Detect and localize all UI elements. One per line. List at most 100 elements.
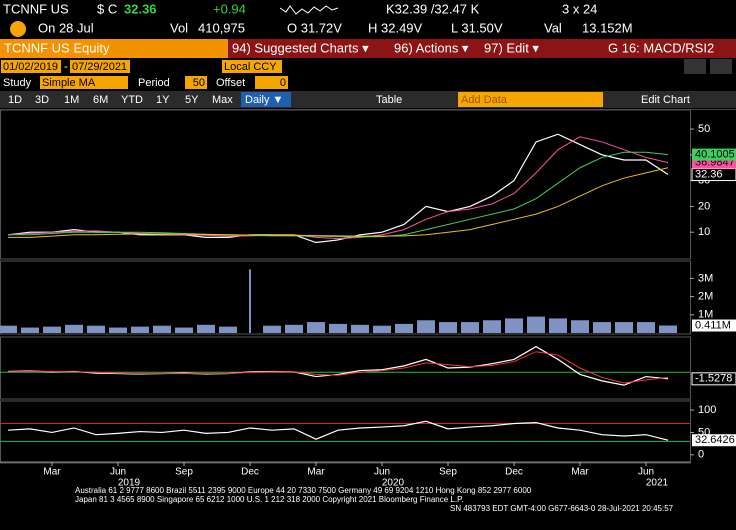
x-tick-label: Mar [571, 467, 589, 478]
year-label: 2021 [646, 478, 669, 489]
volume-bar [527, 316, 545, 333]
series-line [8, 151, 669, 238]
currency-select[interactable]: Local CCY [224, 61, 277, 73]
volume-bar [175, 327, 193, 333]
volume-bar [417, 320, 435, 333]
volume-bar [197, 324, 215, 333]
y-tick-label: 20 [698, 200, 710, 212]
last-value-label: -1.5278 [695, 373, 732, 385]
size: 3 x 24 [562, 1, 597, 16]
input-box[interactable] [1, 60, 61, 73]
y-tick-label: 10 [698, 226, 710, 238]
volume-bar [351, 324, 369, 333]
security: TCNNF US Equity [4, 40, 110, 55]
volume-bar [0, 325, 17, 333]
offset[interactable]: 0 [280, 77, 286, 89]
study-label: Study [3, 77, 32, 89]
volume-bar [637, 322, 655, 333]
y-tick-label: 3M [698, 272, 713, 284]
date: On 28 Jul [38, 20, 94, 35]
volume-bar [373, 325, 391, 333]
year-label: 2020 [382, 478, 405, 489]
volume-bar [593, 322, 611, 333]
date-separator: - [64, 61, 68, 73]
frequency-button[interactable] [241, 92, 291, 107]
sparkline [279, 5, 339, 15]
x-tick-label: Jun [374, 467, 390, 478]
x-tick-label: Mar [307, 467, 325, 478]
volume-bar [249, 269, 251, 333]
add-data[interactable]: Add Data [461, 94, 508, 106]
table-button[interactable]: Table [376, 94, 402, 106]
value: 13.152M [582, 20, 633, 35]
value-box [691, 372, 736, 386]
last-value-label: 32.36 [695, 168, 723, 180]
ticker: TCNNF US [3, 1, 69, 16]
last-value-label: 0.411M [695, 319, 731, 331]
last-value-label: 32.6426 [695, 434, 735, 446]
volume-bar [131, 326, 149, 333]
vol-label: Vol [170, 20, 188, 35]
input-box[interactable] [40, 76, 128, 89]
redo-button[interactable] [710, 59, 732, 74]
year-label: 2019 [118, 478, 141, 489]
panel-border [0, 336, 691, 400]
frequency[interactable]: Daily ▼ [245, 94, 283, 106]
input-box[interactable] [222, 60, 282, 73]
end-date[interactable]: 07/29/2021 [72, 61, 127, 73]
input-box[interactable] [185, 76, 207, 89]
menu[interactable]: 94) Suggested Charts ▾ [232, 40, 369, 55]
footer-line: Australia 61 2 9777 8600 Brazil 5511 239… [75, 486, 532, 495]
volume-bar [329, 323, 347, 333]
range-button[interactable]: 5Y [185, 94, 199, 106]
menu[interactable]: 97) Edit ▾ [484, 40, 539, 55]
footer-line: SN 483793 EDT GMT-4:00 G677-6643-0 28-Ju… [450, 504, 674, 513]
x-tick-label: Sep [175, 467, 193, 478]
status-icon [10, 21, 26, 37]
range-button[interactable]: 6M [93, 94, 108, 106]
range-button[interactable]: 1D [8, 94, 22, 106]
y-tick-label: 100 [698, 404, 716, 416]
volume-bar [153, 325, 171, 333]
volume-bar [571, 320, 589, 333]
start-date[interactable]: 01/02/2019 [3, 61, 58, 73]
menu[interactable]: 96) Actions ▾ [394, 40, 469, 55]
series-line [7, 351, 669, 384]
range-button[interactable]: 3D [35, 94, 49, 106]
volume-bar [307, 322, 325, 333]
range-button[interactable]: 1Y [156, 94, 170, 106]
add-data-box[interactable] [458, 92, 603, 107]
volume-bar [263, 325, 281, 333]
input-box[interactable] [70, 60, 130, 73]
volume-bar [461, 322, 479, 333]
undo-button[interactable] [684, 59, 706, 74]
volume-bar [65, 324, 83, 333]
y-tick-label: 50 [698, 123, 710, 135]
period-label: Period [138, 77, 170, 89]
toolbar [0, 91, 736, 108]
template: G 16: MACD/RSI2 [608, 40, 714, 55]
y-tick-label: 1M [698, 309, 713, 321]
edit-chart[interactable]: Edit Chart [641, 94, 690, 106]
period[interactable]: 50 [193, 77, 205, 89]
input-box[interactable] [255, 76, 288, 89]
study[interactable]: Simple MA [42, 77, 96, 89]
range-button[interactable]: 1M [64, 94, 79, 106]
last-value-label: 40.1005 [695, 148, 735, 160]
bid-ask: K32.39 /32.47 K [386, 1, 480, 16]
panel-border [0, 109, 691, 260]
menu-bar [228, 39, 736, 58]
y-tick-label: 2M [698, 290, 713, 302]
volume-bar [285, 324, 303, 333]
volume-bar [87, 325, 105, 333]
range-button[interactable]: YTD [121, 94, 143, 106]
x-tick-label: Dec [505, 467, 523, 478]
low: L 31.50V [451, 20, 503, 35]
x-tick-label: Dec [241, 467, 259, 478]
range-button[interactable]: Max [212, 94, 233, 106]
volume-bar [549, 318, 567, 333]
volume-bar [439, 322, 457, 333]
volume-bar [43, 326, 61, 333]
